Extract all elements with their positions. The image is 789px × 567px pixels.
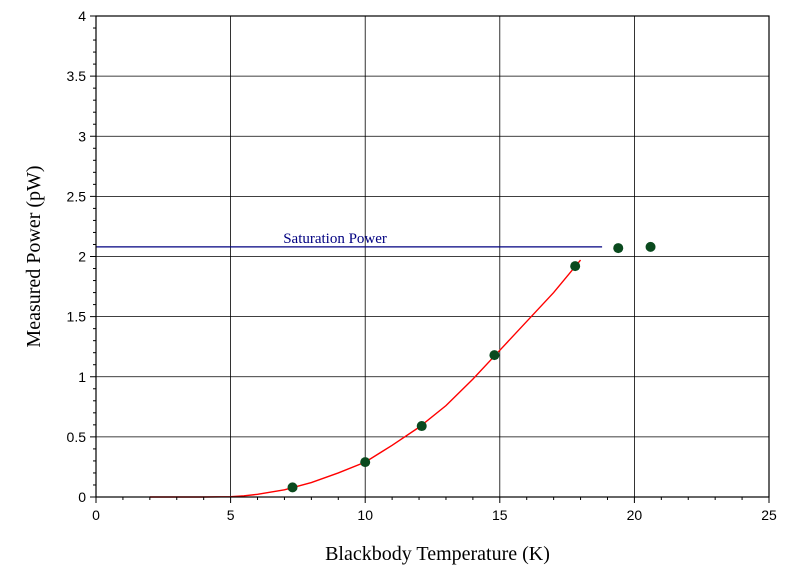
- data-point: [360, 457, 371, 468]
- x-axis-title: Blackbody Temperature (K): [325, 543, 550, 565]
- x-tick-label: 5: [227, 507, 235, 523]
- data-points: [287, 241, 656, 493]
- y-tick-label: 1.5: [67, 309, 87, 325]
- y-tick-label: 0.5: [67, 429, 87, 445]
- x-tick-label: 10: [357, 507, 373, 523]
- data-point: [287, 482, 298, 493]
- annotations: Saturation Power: [283, 231, 387, 247]
- y-tick-label: 3.5: [67, 68, 87, 84]
- y-tick-label: 1: [78, 369, 86, 385]
- x-tick-label: 20: [627, 507, 643, 523]
- data-point: [645, 241, 656, 252]
- y-tick-label: 4: [78, 8, 86, 24]
- y-tick-label: 0: [78, 489, 86, 505]
- y-tick-label: 2.5: [67, 188, 87, 204]
- y-tick-label: 3: [78, 128, 86, 144]
- data-point: [416, 421, 427, 432]
- data-point: [613, 243, 624, 254]
- saturation-power-label: Saturation Power: [283, 231, 387, 247]
- x-axis-ticks: 0 5 10 15 20 25: [92, 497, 777, 523]
- data-point: [489, 350, 500, 361]
- y-axis-ticks: 0 0.5 1 1.5 2 2.5 3 3.5 4: [67, 8, 96, 505]
- grid-lines: [95, 15, 770, 498]
- x-tick-label: 15: [492, 507, 508, 523]
- data-point: [570, 261, 581, 272]
- y-axis-title: Measured Power (pW): [23, 165, 45, 347]
- x-tick-label: 0: [92, 507, 100, 523]
- x-tick-label: 25: [761, 507, 777, 523]
- y-tick-label: 2: [78, 249, 86, 265]
